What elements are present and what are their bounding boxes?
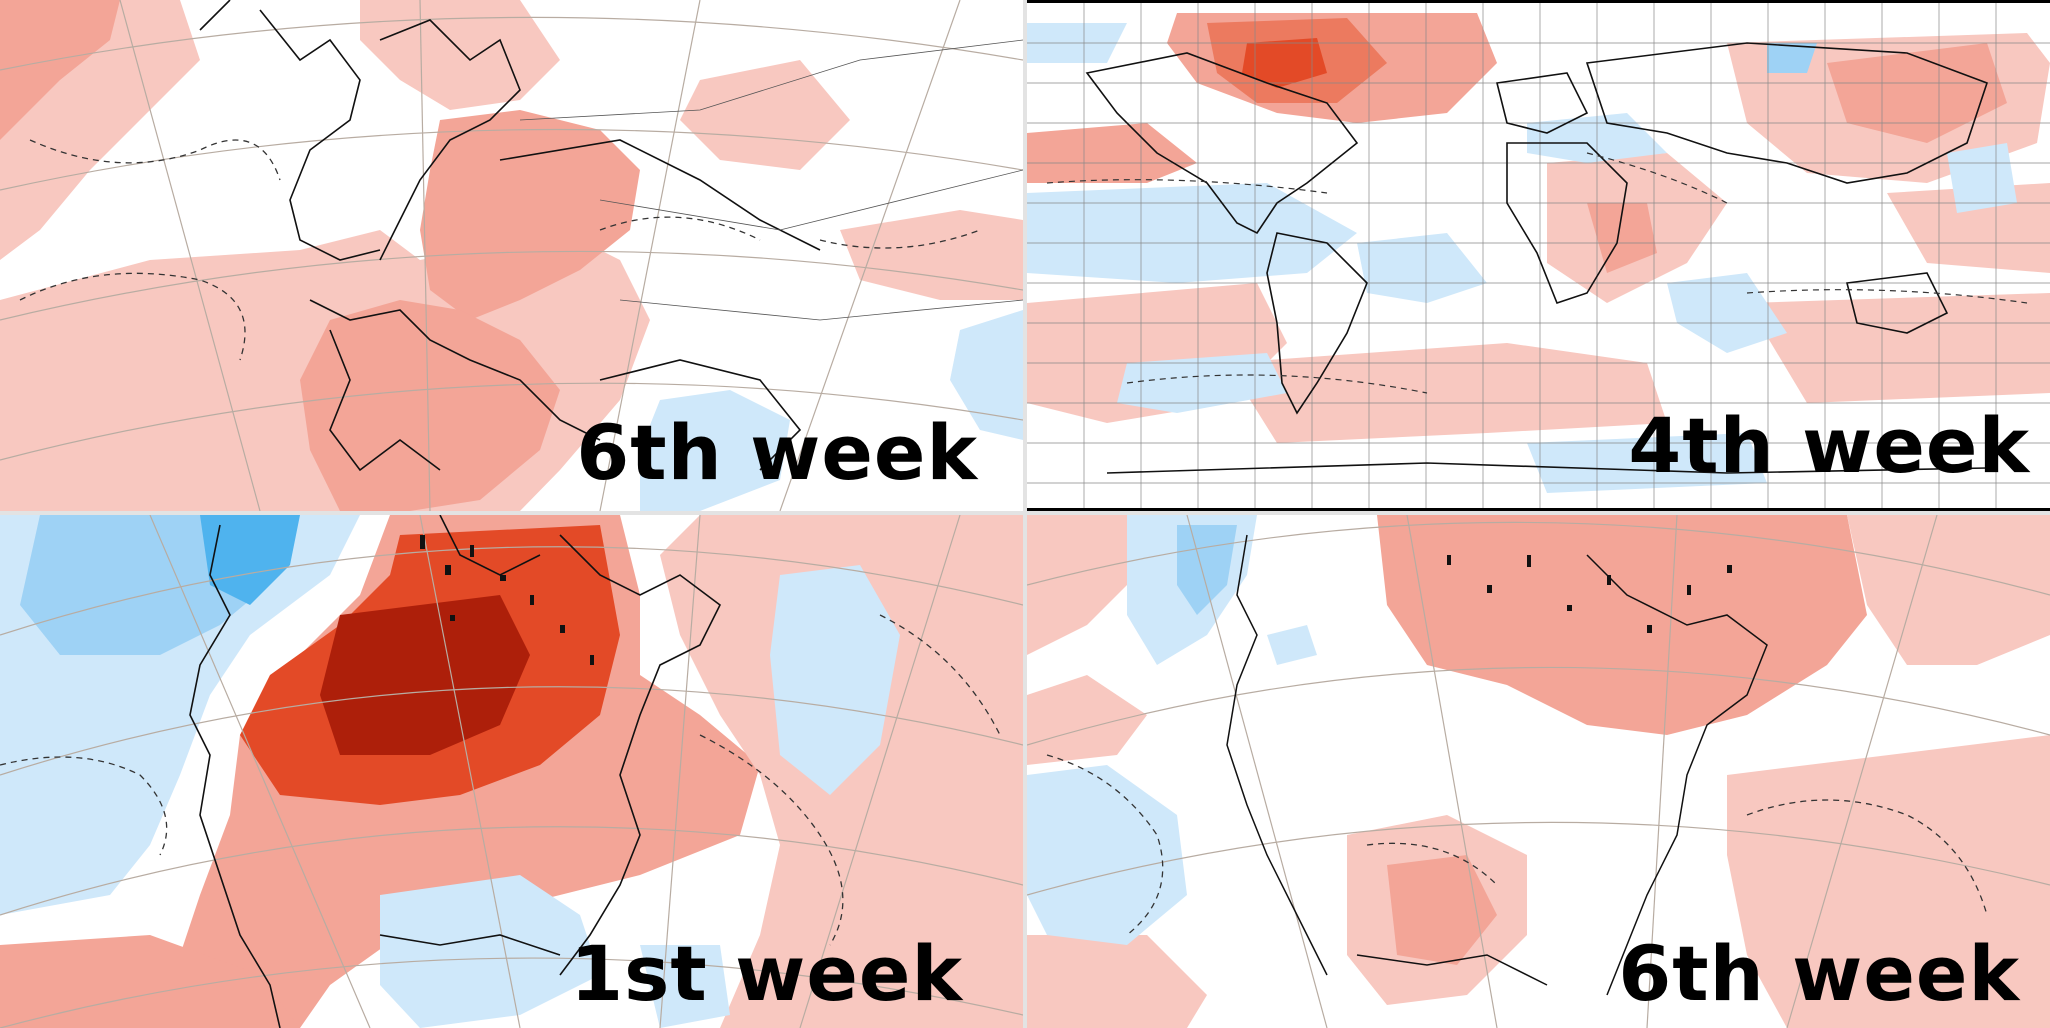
panel-week-label: 1st week	[570, 929, 963, 1018]
panel-week-label: 4th week	[1628, 401, 2030, 490]
map-panel-world-week4: 4th week	[1027, 0, 2050, 511]
map-panel-north-america-week6: 6th week	[1027, 515, 2050, 1028]
panel-week-label: 6th week	[1618, 929, 2020, 1018]
world-anomaly-map	[1027, 3, 2050, 508]
panel-week-label: 6th week	[576, 408, 978, 497]
north-america-week1-anomaly-map	[0, 515, 1023, 1028]
map-panel-north-america-week1: 1st week	[0, 515, 1023, 1028]
map-panel-europe-week6: 6th week	[0, 0, 1023, 511]
north-america-week6-anomaly-map	[1027, 515, 2050, 1028]
europe-anomaly-map	[0, 0, 1023, 511]
panel-divider-horizontal	[0, 511, 2050, 515]
